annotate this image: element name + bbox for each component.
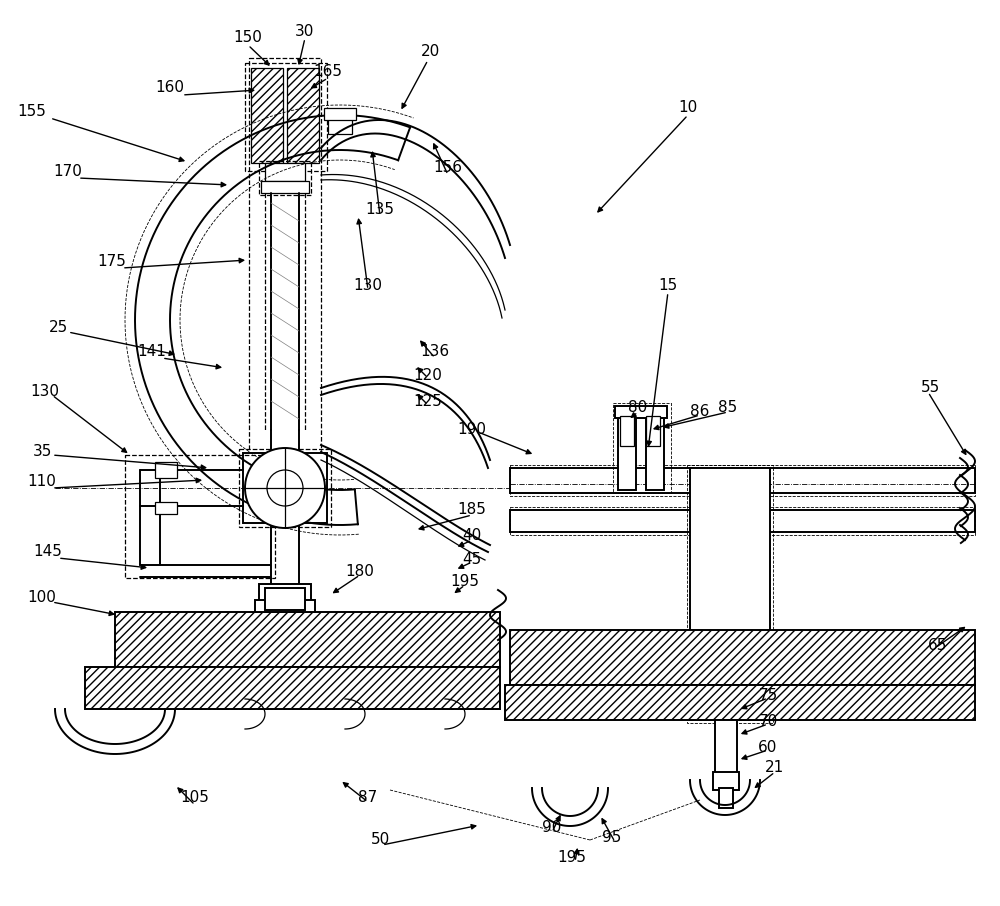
Bar [510, 465, 975, 496]
Bar [646, 413, 664, 490]
Text: 125: 125 [414, 394, 442, 410]
Bar [259, 584, 311, 602]
Bar [687, 465, 773, 723]
Text: 55: 55 [920, 381, 940, 396]
Text: 15: 15 [658, 277, 678, 293]
Bar [505, 685, 975, 720]
Text: 35: 35 [32, 445, 52, 459]
Bar [510, 468, 975, 493]
Text: 90: 90 [542, 821, 562, 835]
Bar [510, 507, 975, 535]
Circle shape [267, 470, 303, 506]
Text: 135: 135 [366, 203, 394, 217]
Text: 185: 185 [458, 503, 486, 517]
Bar [613, 403, 671, 493]
Text: 190: 190 [458, 422, 486, 438]
Bar [155, 502, 177, 514]
Bar [713, 772, 739, 790]
Text: 195: 195 [450, 574, 480, 590]
Text: 100: 100 [28, 591, 56, 605]
Text: 136: 136 [420, 344, 450, 360]
Text: 50: 50 [370, 833, 390, 847]
Bar [259, 161, 311, 195]
Text: 75: 75 [758, 688, 778, 702]
Bar [115, 612, 500, 667]
Text: 150: 150 [234, 31, 262, 45]
Bar [239, 449, 331, 527]
Text: 155: 155 [18, 104, 46, 120]
Bar [245, 63, 327, 171]
Text: 145: 145 [34, 545, 62, 560]
Text: 170: 170 [54, 165, 82, 179]
Bar [265, 163, 305, 181]
Bar [615, 406, 667, 418]
Bar [261, 181, 309, 193]
Text: 65: 65 [928, 638, 948, 652]
Text: 21: 21 [765, 760, 785, 776]
Bar [249, 58, 321, 460]
Text: 87: 87 [358, 791, 378, 805]
Text: 80: 80 [628, 400, 648, 416]
Text: 141: 141 [138, 344, 166, 360]
Bar [715, 720, 737, 775]
Text: 160: 160 [156, 81, 184, 95]
Bar [618, 413, 636, 490]
Text: 156: 156 [434, 160, 462, 176]
Text: 95: 95 [602, 831, 622, 845]
Bar [510, 630, 975, 685]
Bar [328, 112, 352, 134]
Text: 45: 45 [462, 553, 482, 567]
Text: 85: 85 [718, 400, 738, 416]
Bar [255, 600, 315, 612]
Bar [265, 588, 305, 610]
Text: 180: 180 [346, 564, 374, 580]
Text: 20: 20 [420, 44, 440, 60]
Text: 25: 25 [48, 321, 68, 335]
Bar [620, 416, 634, 446]
Text: 120: 120 [414, 368, 442, 382]
Text: 130: 130 [30, 384, 60, 400]
Bar [85, 667, 500, 709]
Bar [719, 788, 733, 808]
Bar [155, 462, 177, 478]
Bar [287, 68, 319, 163]
Bar [324, 108, 356, 120]
Bar [690, 468, 770, 720]
Bar [243, 453, 327, 523]
Text: 10: 10 [678, 101, 698, 115]
Text: 130: 130 [354, 277, 382, 293]
Bar [646, 416, 660, 446]
Text: 30: 30 [295, 24, 315, 40]
Circle shape [245, 448, 325, 528]
Text: 40: 40 [462, 527, 482, 543]
Text: 60: 60 [758, 740, 778, 756]
Bar [251, 68, 283, 163]
Bar [510, 510, 975, 532]
Text: 110: 110 [28, 475, 56, 489]
Text: 105: 105 [181, 791, 209, 805]
Text: 195: 195 [558, 851, 586, 865]
Text: 175: 175 [98, 255, 126, 269]
Text: 86: 86 [690, 404, 710, 419]
Text: 70: 70 [758, 715, 778, 729]
Text: 165: 165 [314, 64, 342, 80]
Bar [125, 455, 275, 578]
